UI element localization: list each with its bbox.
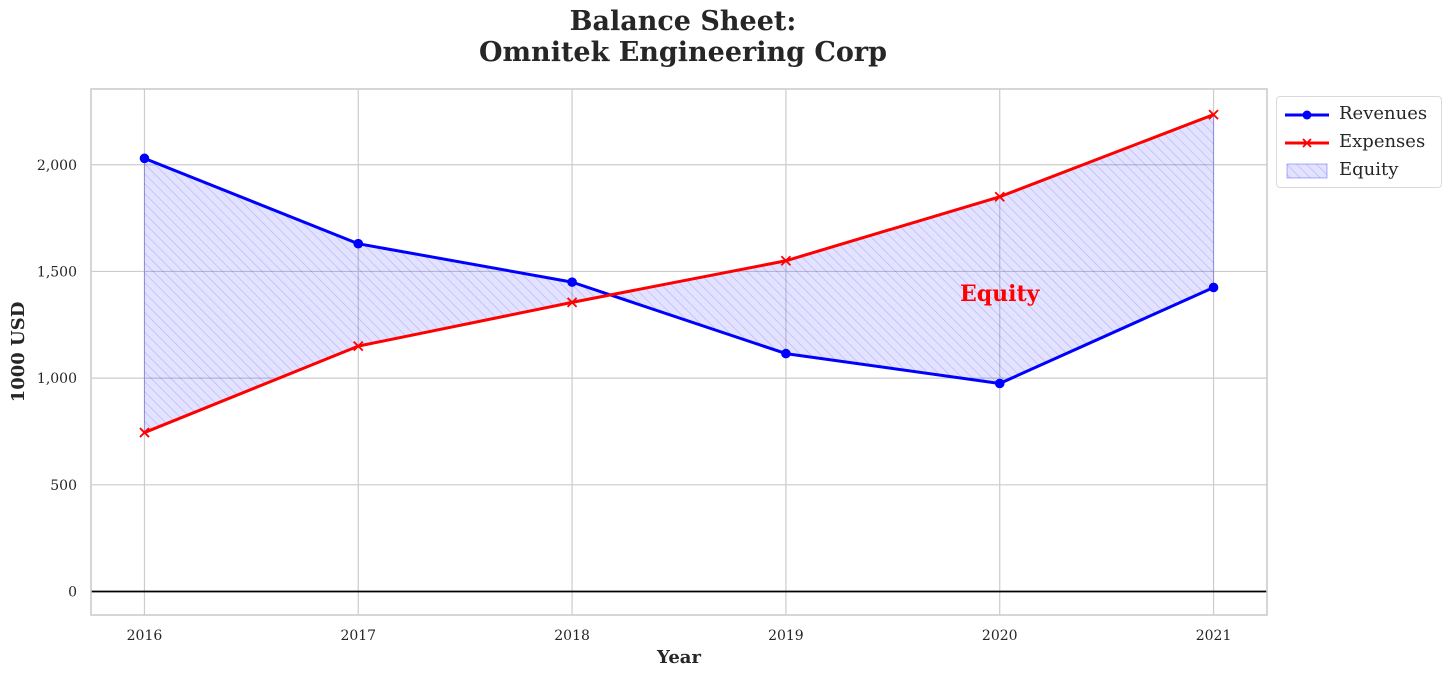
point-expenses-2016 [139,427,150,438]
legend-swatch-equity [1286,163,1328,179]
y-tick-label-1,000: 1,000 [37,371,77,387]
legend: Revenues Expenses Equity [1276,96,1442,188]
series-line-expenses [143,113,1215,434]
point-expenses-2020 [994,191,1005,202]
x-marker-stroke [566,297,578,308]
y-tick-label-1,500: 1,500 [37,264,77,280]
legend-swatch-expenses [1285,138,1329,148]
point-revenues-2020 [994,378,1005,389]
legend-label-revenues: Revenues [1339,103,1428,124]
equity-annotation: Equity [960,281,1041,307]
x-tick-label-2016: 2016 [127,628,163,644]
y-tick-label-0: 0 [68,585,77,601]
point-expenses-2018 [566,297,578,308]
point-revenues-2018 [567,277,577,287]
legend-swatch-revenues [1285,110,1329,120]
x-axis-label: Year [656,647,701,668]
point-revenues-2016 [139,153,150,164]
plot-frame [90,88,1268,616]
equity-fill-layer [143,113,1215,434]
point-revenues-2019 [781,348,791,359]
point-revenues-2021 [1208,282,1219,293]
x-marker-stroke [1208,109,1219,120]
chart-title-line-2: Omnitek Engineering Corp [478,37,888,68]
x-tick-label-2020: 2020 [982,628,1018,644]
point-revenues-2017 [353,238,364,249]
legend-item-revenues: Revenues [1277,101,1443,127]
legend-item-equity: Equity [1277,157,1443,183]
point-expenses-2019 [780,255,792,266]
x-tick-label-2019: 2019 [768,628,804,644]
axis-layer: 2016 2017 2018 2019 2020 2021 0 500 1,000 1,500 2,… [37,88,1268,644]
x-tick-label-2021: 2021 [1196,628,1232,644]
x-marker-stroke [139,427,150,438]
point-expenses-2017 [353,340,364,352]
x-tick-label-2018: 2018 [554,628,590,644]
chart-title-line-1: Balance Sheet: [569,6,797,37]
x-tick-label-2017: 2017 [340,628,376,644]
y-axis-label: 1000 USD [8,302,29,403]
series-layer [139,109,1219,438]
x-marker-stroke [994,191,1005,202]
legend-label-expenses: Expenses [1339,131,1426,152]
series-line-revenues [143,156,1215,385]
point-expenses-2021 [1208,109,1219,120]
x-marker-stroke [353,340,364,352]
y-tick-label-2,000: 2,000 [37,158,77,174]
legend-label-equity: Equity [1339,159,1399,180]
equity-fill-area [143,113,1215,434]
x-marker-stroke [780,255,792,266]
y-tick-label-500: 500 [50,478,77,494]
legend-item-expenses: Expenses [1277,129,1443,155]
